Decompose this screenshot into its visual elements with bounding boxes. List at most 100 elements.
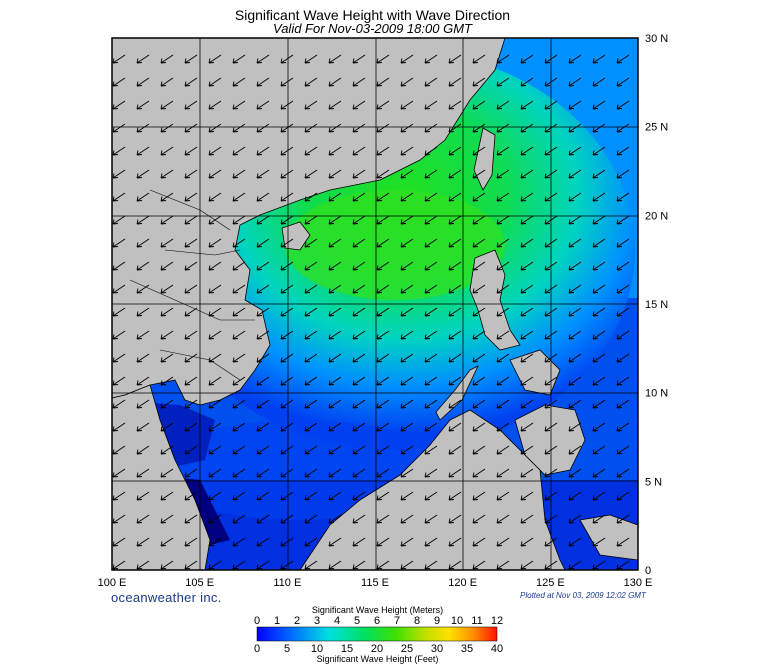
wave-arrow: [496, 261, 510, 271]
wave-arrow: [472, 146, 486, 156]
colorbar-meter-tick: 9: [434, 615, 440, 627]
wave-arrow: [424, 192, 438, 202]
wave-arrow: [208, 192, 222, 202]
wave-arrow: [304, 514, 318, 524]
wave-arrow: [136, 169, 150, 179]
wave-arrow: [448, 560, 462, 570]
taiwan-island: [473, 127, 496, 191]
wave-arrow: [424, 261, 438, 271]
wave-arrow: [136, 330, 150, 340]
wave-arrow: [520, 491, 534, 501]
wave-arrow: [544, 146, 558, 156]
wave-arrow: [520, 123, 534, 133]
wave-arrow: [256, 284, 270, 294]
wave-arrow: [400, 284, 414, 294]
wave-arrow: [520, 100, 534, 110]
wave-arrow: [352, 422, 366, 432]
wave-arrow: [544, 353, 558, 363]
wave-arrow: [400, 491, 414, 501]
wave-arrow: [520, 192, 534, 202]
wave-arrow: [376, 330, 390, 340]
wave-arrow: [256, 100, 270, 110]
wave-arrow: [376, 376, 390, 386]
wave-arrow: [376, 169, 390, 179]
wave-arrow: [520, 261, 534, 271]
wave-arrow: [328, 284, 342, 294]
wave-arrow: [184, 537, 198, 547]
wave-arrow: [280, 100, 294, 110]
wave-arrow: [520, 514, 534, 524]
wave-arrow: [616, 514, 630, 524]
colorbar-feet-tick: 25: [401, 643, 413, 655]
wave-arrow: [352, 537, 366, 547]
wave-arrow: [472, 54, 486, 64]
colorbar-meter-tick: 6: [374, 615, 380, 627]
wave-arrow: [304, 100, 318, 110]
wave-arrow: [256, 307, 270, 317]
wave-arrow: [328, 491, 342, 501]
wave-arrow: [256, 261, 270, 271]
wave-arrow: [184, 284, 198, 294]
wave-arrow: [472, 215, 486, 225]
wave-arrow: [208, 100, 222, 110]
wave-arrow: [184, 468, 198, 478]
wave-arrow: [208, 123, 222, 133]
wave-arrow: [232, 77, 246, 87]
wave-arrow: [616, 123, 630, 133]
wave-arrow: [304, 261, 318, 271]
wave-arrow: [400, 353, 414, 363]
wave-arrow: [280, 284, 294, 294]
wave-arrow: [280, 491, 294, 501]
wave-arrow: [232, 215, 246, 225]
wave-arrow: [520, 238, 534, 248]
wave-arrow: [280, 77, 294, 87]
wave-arrow: [256, 353, 270, 363]
wave-arrow: [352, 261, 366, 271]
wave-arrow: [232, 123, 246, 133]
wave-arrow: [448, 376, 462, 386]
wave-arrow: [328, 100, 342, 110]
wave-arrow: [568, 537, 582, 547]
wave-arrow: [520, 169, 534, 179]
wave-arrow: [424, 376, 438, 386]
wave-max-zone: [285, 190, 505, 300]
wave-arrow: [568, 100, 582, 110]
wave-arrow: [352, 330, 366, 340]
wave-arrow: [112, 123, 126, 133]
malay-peninsula: [112, 384, 211, 570]
wave-arrow: [232, 491, 246, 501]
wave-arrow: [400, 77, 414, 87]
wave-arrow: [184, 560, 198, 570]
wave-arrow: [136, 215, 150, 225]
wave-arrow: [328, 445, 342, 455]
wave-arrow: [184, 330, 198, 340]
wave-arrow: [256, 560, 270, 570]
wave-arrow: [184, 123, 198, 133]
wave-arrow: [136, 261, 150, 271]
wave-arrow: [184, 146, 198, 156]
wave-arrow: [256, 238, 270, 248]
wave-arrow: [616, 238, 630, 248]
wave-arrow: [544, 307, 558, 317]
colorbar-meter-tick: 3: [314, 615, 320, 627]
wave-arrow: [592, 491, 606, 501]
wave-arrow: [160, 307, 174, 317]
wave-arrow: [424, 284, 438, 294]
wave-arrow: [208, 491, 222, 501]
wave-arrow: [160, 560, 174, 570]
wave-arrow: [376, 192, 390, 202]
wave-arrow: [232, 353, 246, 363]
wave-arrow: [136, 560, 150, 570]
wave-arrow: [400, 376, 414, 386]
wave-arrow: [160, 353, 174, 363]
longitude-label: 115 E: [361, 577, 389, 589]
wave-arrow: [592, 192, 606, 202]
wave-arrow: [304, 376, 318, 386]
wave-arrow: [616, 376, 630, 386]
wave-arrow: [376, 123, 390, 133]
colorbar-meter-tick: 12: [491, 615, 503, 627]
wave-arrow: [328, 123, 342, 133]
wave-arrow: [496, 537, 510, 547]
wave-arrow: [352, 192, 366, 202]
wave-arrow: [400, 330, 414, 340]
